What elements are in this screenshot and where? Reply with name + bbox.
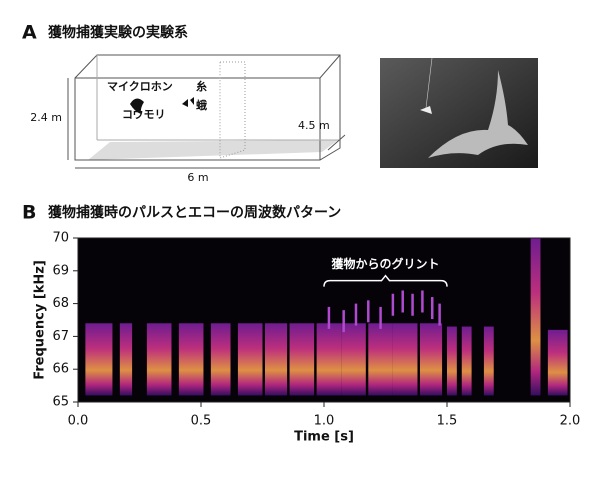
- pulse: [85, 323, 113, 396]
- pulse: [530, 238, 541, 396]
- y-tick-label: 69: [52, 263, 69, 278]
- panel-label: B: [22, 202, 36, 224]
- height-label: 2.4 m: [30, 111, 62, 124]
- x-tick-label: 2.0: [560, 414, 581, 429]
- y-tick-label: 70: [52, 231, 69, 246]
- y-tick-label: 68: [52, 296, 69, 311]
- bat-label: コウモリ: [122, 108, 166, 121]
- photo: [380, 57, 538, 168]
- pulse: [368, 323, 393, 396]
- annotation-bracket: [323, 274, 448, 287]
- pulse: [178, 323, 204, 396]
- thread-label: 糸: [196, 79, 207, 93]
- annotation-text: 獲物からのグリント: [331, 256, 439, 271]
- panel-title: 獲物捕獲実験の実験系: [48, 24, 188, 41]
- pulse: [316, 323, 342, 396]
- panel-label: A: [22, 22, 37, 44]
- pulse: [264, 323, 288, 396]
- panel-title: 獲物捕獲時のパルスとエコーの周波数パターン: [48, 204, 341, 221]
- pulse: [341, 323, 366, 396]
- width-label: 6 m: [187, 171, 208, 184]
- y-tick-label: 65: [52, 395, 69, 410]
- pulse: [119, 323, 133, 396]
- pulse: [461, 326, 472, 396]
- pulse: [419, 323, 443, 396]
- pulse: [237, 323, 263, 396]
- setup-diagram: [67, 54, 346, 169]
- microphone-label: マイクロホン: [107, 80, 173, 93]
- y-axis-label: Frequency [kHz]: [33, 260, 48, 380]
- x-tick-label: 1.5: [437, 414, 458, 429]
- pulse: [392, 323, 418, 396]
- pulse: [289, 323, 315, 396]
- pulse: [447, 326, 457, 396]
- y-tick-label: 67: [52, 329, 69, 344]
- x-tick-label: 1.0: [314, 414, 335, 429]
- depth-label: 4.5 m: [298, 119, 330, 132]
- pulse: [483, 326, 494, 396]
- y-tick-label: 66: [52, 362, 69, 377]
- pulse: [146, 323, 172, 396]
- x-tick-label: 0.0: [68, 414, 89, 429]
- moth-label: 蛾: [196, 98, 207, 112]
- spectrogram: 獲物からのグリント: [85, 238, 568, 396]
- x-tick-label: 0.5: [191, 414, 212, 429]
- x-axis-label: Time [s]: [294, 430, 354, 445]
- pulse: [547, 329, 568, 396]
- pulse: [210, 323, 231, 396]
